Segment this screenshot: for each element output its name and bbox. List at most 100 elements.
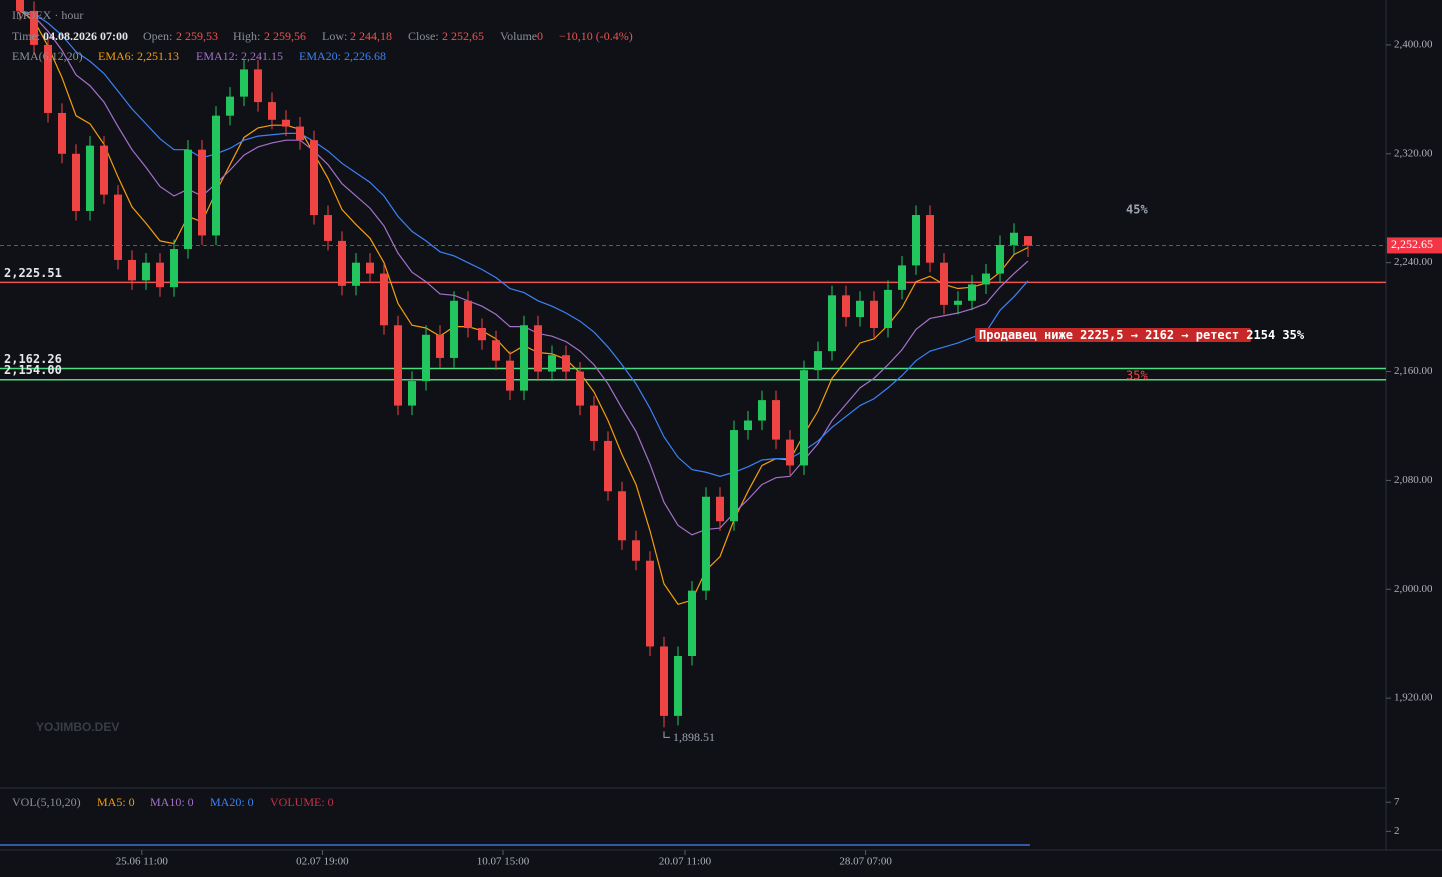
candle-body <box>254 69 262 103</box>
annotation-box <box>975 328 1251 342</box>
last-price-label: 2,252.65 <box>1391 237 1433 251</box>
candle-body <box>492 340 500 361</box>
candle-body <box>898 265 906 290</box>
candle-body <box>16 0 24 11</box>
candle-body <box>870 300 878 328</box>
candle-body <box>534 325 542 372</box>
y-tick-label: 2 <box>1394 825 1400 837</box>
value: 2 244,18 <box>350 29 392 43</box>
candle-body <box>632 540 640 561</box>
candle-body <box>1024 236 1032 246</box>
header: IMOEX · hour Time: 04.08.2026 07:00 Open… <box>12 8 633 809</box>
plot-area <box>0 0 1386 728</box>
level-label: 2,225.51 <box>4 266 62 280</box>
level-label: 2,154.00 <box>4 363 62 377</box>
ohlc-row: Time: 04.08.2026 07:00 Open: 2 259,53 Hi… <box>12 29 633 43</box>
candle-body <box>422 334 430 382</box>
candle-body <box>646 560 654 647</box>
value: 0 <box>537 29 543 43</box>
candle-body <box>296 126 304 141</box>
candle-body <box>604 440 612 492</box>
candle-body <box>786 439 794 466</box>
value: 2 252,65 <box>442 29 484 43</box>
x-tick-label: 25.06 11:00 <box>116 856 169 868</box>
label: Close: <box>408 29 439 43</box>
ema-legend: EMA(6,12,20) EMA6: 2,251.13 EMA12: 2,241… <box>12 49 386 63</box>
candle-body <box>660 646 668 716</box>
last-price-tag <box>1387 237 1442 254</box>
candle-body <box>268 102 276 120</box>
candle-body <box>912 215 920 266</box>
candle-body <box>128 259 136 281</box>
ma20: MA20: 0 <box>210 795 254 809</box>
candle-body <box>212 115 220 236</box>
candle-body <box>324 215 332 241</box>
label: Low: <box>322 29 347 43</box>
ema6-legend: EMA6: 2,251.13 <box>98 49 179 63</box>
min-arrow <box>663 731 670 738</box>
y-tick-label: 2,400.00 <box>1394 38 1433 50</box>
candle-body <box>576 371 584 406</box>
y-tick-label: 2,000.00 <box>1394 583 1433 595</box>
candle-body <box>338 240 346 286</box>
candle-body <box>618 491 626 541</box>
candle-body <box>982 273 990 285</box>
y-tick-label: 1,920.00 <box>1394 692 1433 704</box>
volume-title: VOL(5,10,20) <box>12 795 81 809</box>
candle-body <box>744 420 752 431</box>
candle-body <box>716 496 724 522</box>
symbol: IMOEX · hour <box>12 8 83 22</box>
candle-body <box>44 44 52 113</box>
candle-body <box>464 300 472 328</box>
target-label: 35% <box>1126 369 1148 383</box>
candle-body <box>282 119 290 127</box>
candle-body <box>884 289 892 328</box>
value: 2 259,53 <box>176 29 218 43</box>
candle-body <box>58 112 66 154</box>
candle-body <box>310 140 318 216</box>
candle-body <box>590 405 598 441</box>
candle-body <box>170 249 178 288</box>
candle-body <box>506 360 514 391</box>
ema-title: EMA(6,12,20) <box>12 49 83 63</box>
candle-body <box>856 300 864 318</box>
candle-body <box>380 273 388 326</box>
change: −10,10 (-0.4%) <box>559 29 633 43</box>
y-tick-label: 2,240.00 <box>1394 256 1433 268</box>
candle-body <box>86 145 94 211</box>
y-tick-label: 2,080.00 <box>1394 474 1433 486</box>
candle-body <box>436 334 444 358</box>
level-label: 2,162.26 <box>4 352 62 366</box>
ma5: MA5: 0 <box>97 795 135 809</box>
volume-legend: VOL(5,10,20) MA5: 0 MA10: 0 MA20: 0 VOLU… <box>12 795 334 809</box>
ma10: MA10: 0 <box>150 795 194 809</box>
candle-body <box>968 284 976 301</box>
candle-body <box>828 295 836 352</box>
candle-body <box>72 153 80 211</box>
candle-body <box>114 194 122 260</box>
annotation: Продавец ниже 2225,5 → 2162 → ретест 215… <box>979 328 1305 342</box>
candle-body <box>814 351 822 371</box>
candle-body <box>996 244 1004 274</box>
candle-body <box>408 381 416 406</box>
ema20-legend: EMA20: 2,226.68 <box>299 49 386 63</box>
x-tick-label: 10.07 15:00 <box>477 856 530 868</box>
axes: 2,400.00 2,320.00 2,240.00 2,160.00 2,080.00… <box>116 38 1433 867</box>
x-tick-label: 20.07 11:00 <box>659 856 712 868</box>
candle-body <box>100 145 108 195</box>
candle-body <box>688 590 696 656</box>
x-tick-label: 28.07 07:00 <box>839 856 892 868</box>
candle-body <box>198 149 206 236</box>
candle-body <box>940 262 948 305</box>
candle-body <box>1010 232 1018 245</box>
y-tick-label: 7 <box>1394 796 1400 808</box>
y-tick-label: 2,160.00 <box>1394 365 1433 377</box>
value: 04.08.2026 07:00 <box>43 29 128 43</box>
candle-body <box>156 262 164 288</box>
candle-body <box>30 10 38 45</box>
candle-body <box>758 400 766 421</box>
label: Open: <box>143 29 172 43</box>
candle-body <box>702 496 710 591</box>
